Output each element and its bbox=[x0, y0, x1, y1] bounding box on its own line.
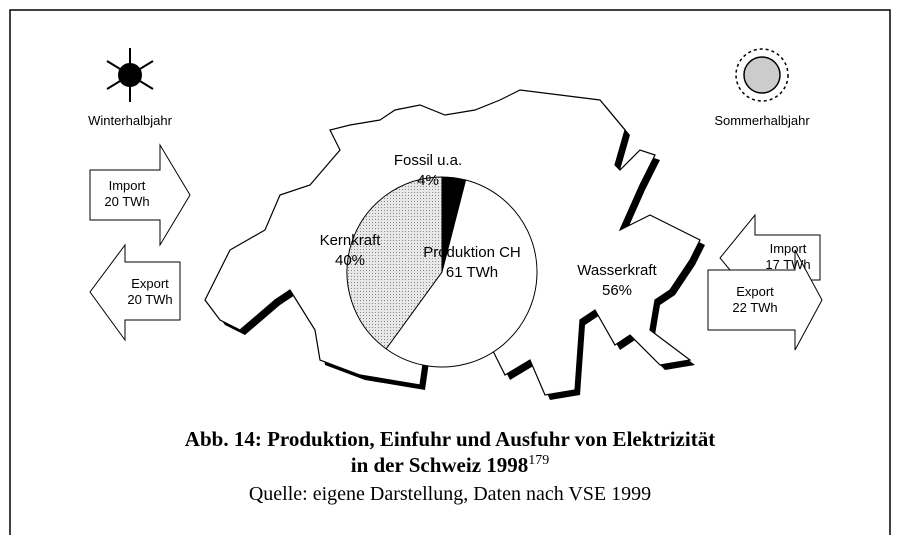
sun-icon bbox=[735, 48, 789, 102]
snowflake-icon bbox=[106, 48, 154, 102]
frame bbox=[9, 9, 891, 535]
slice-value: 4% bbox=[417, 172, 439, 189]
caption: Abb. 14: Produktion, Einfuhr und Ausfuhr… bbox=[185, 427, 715, 451]
caption: in der Schweiz 1998179 bbox=[351, 453, 550, 477]
slice-value: 56% bbox=[602, 282, 632, 299]
pie-center-label: Produktion CH bbox=[423, 244, 521, 261]
pie-slice bbox=[346, 176, 443, 350]
import-label: Import bbox=[770, 241, 807, 256]
export-label: Export bbox=[736, 284, 774, 299]
import-value: 20 TWh bbox=[104, 194, 149, 209]
import-label: Import bbox=[109, 178, 146, 193]
export-label: Export bbox=[131, 276, 169, 291]
slice-name: Wasserkraft bbox=[577, 262, 657, 279]
caption-line: in der Schweiz 1998 bbox=[351, 453, 529, 477]
pie bbox=[346, 176, 538, 368]
footnote: 179 bbox=[528, 453, 549, 468]
season-label: Sommerhalbjahr bbox=[714, 113, 810, 128]
import-value: 17 TWh bbox=[765, 257, 810, 272]
arrows bbox=[89, 143, 823, 351]
pie-slice bbox=[385, 179, 538, 368]
season-label: Winterhalbjahr bbox=[88, 113, 172, 128]
slice-name: Fossil u.a. bbox=[394, 152, 462, 169]
pie-center-value: 61 TWh bbox=[446, 264, 498, 281]
source: Quelle: eigene Darstellung, Daten nach V… bbox=[249, 483, 651, 505]
slice-value: 40% bbox=[335, 252, 365, 269]
export-value: 20 TWh bbox=[127, 292, 172, 307]
export-value: 22 TWh bbox=[732, 300, 777, 315]
slice-name: Kernkraft bbox=[320, 232, 382, 249]
